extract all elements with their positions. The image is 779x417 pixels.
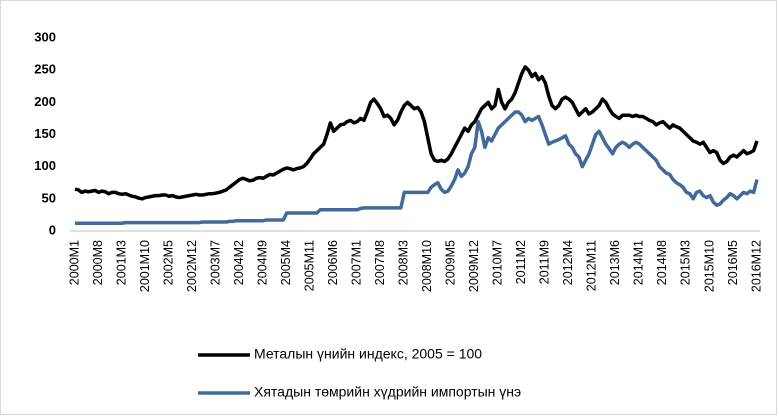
y-tick-label: 150 [34, 126, 56, 141]
x-tick-label: 2009M12 [467, 240, 481, 292]
x-tick-label: 2003M7 [208, 240, 222, 285]
x-tick-label: 2006M6 [326, 240, 340, 285]
x-tick-label: 2001M3 [114, 240, 128, 285]
x-tick-label: 2002M5 [161, 240, 175, 285]
x-tick-label: 2016M12 [749, 240, 763, 292]
x-tick-label: 2007M1 [350, 240, 364, 285]
x-tick-label: 2015M10 [702, 240, 716, 292]
x-tick-label: 2007M8 [373, 240, 387, 285]
y-tick-label: 300 [34, 29, 56, 44]
x-tick-label: 2008M10 [420, 240, 434, 292]
x-tick-label: 2004M2 [232, 240, 246, 285]
y-tick-label: 0 [49, 222, 56, 237]
x-tick-label: 2011M9 [538, 240, 552, 284]
x-tick-label: 2014M8 [655, 240, 669, 285]
x-tick-label: 2000M1 [67, 240, 81, 285]
x-tick-label: 2010M7 [491, 240, 505, 285]
x-tick-label: 2013M6 [608, 240, 622, 285]
x-tick-label: 2005M11 [302, 240, 316, 291]
series-line [75, 110, 759, 226]
series-line [74, 65, 759, 201]
x-tick-label: 2004M9 [255, 240, 269, 285]
x-tick-label: 2012M4 [561, 240, 575, 285]
x-tick-label: 2009M5 [444, 240, 458, 285]
x-tick-label: 2000M8 [91, 240, 105, 285]
x-tick-label: 2016M5 [726, 240, 740, 285]
y-tick-label: 200 [34, 94, 56, 109]
x-tick-label: 2008M3 [397, 240, 411, 285]
y-tick-label: 250 [34, 62, 56, 77]
x-tick-label: 2011M2 [514, 240, 528, 284]
y-tick-label: 50 [42, 190, 56, 205]
legend-label: Хятадын төмрийн хүдрийн импортын үнэ [254, 384, 521, 400]
x-tick-label: 2014M1 [632, 240, 646, 285]
x-tick-label: 2002M12 [185, 240, 199, 292]
y-tick-label: 100 [34, 158, 56, 173]
x-tick-label: 2012M11 [585, 240, 599, 291]
x-tick-label: 2015M3 [679, 240, 693, 285]
x-tick-label: 2001M10 [138, 240, 152, 292]
legend-label: Металын үнийн индекс, 2005 = 100 [254, 346, 482, 362]
x-tick-label: 2005M4 [279, 240, 293, 285]
